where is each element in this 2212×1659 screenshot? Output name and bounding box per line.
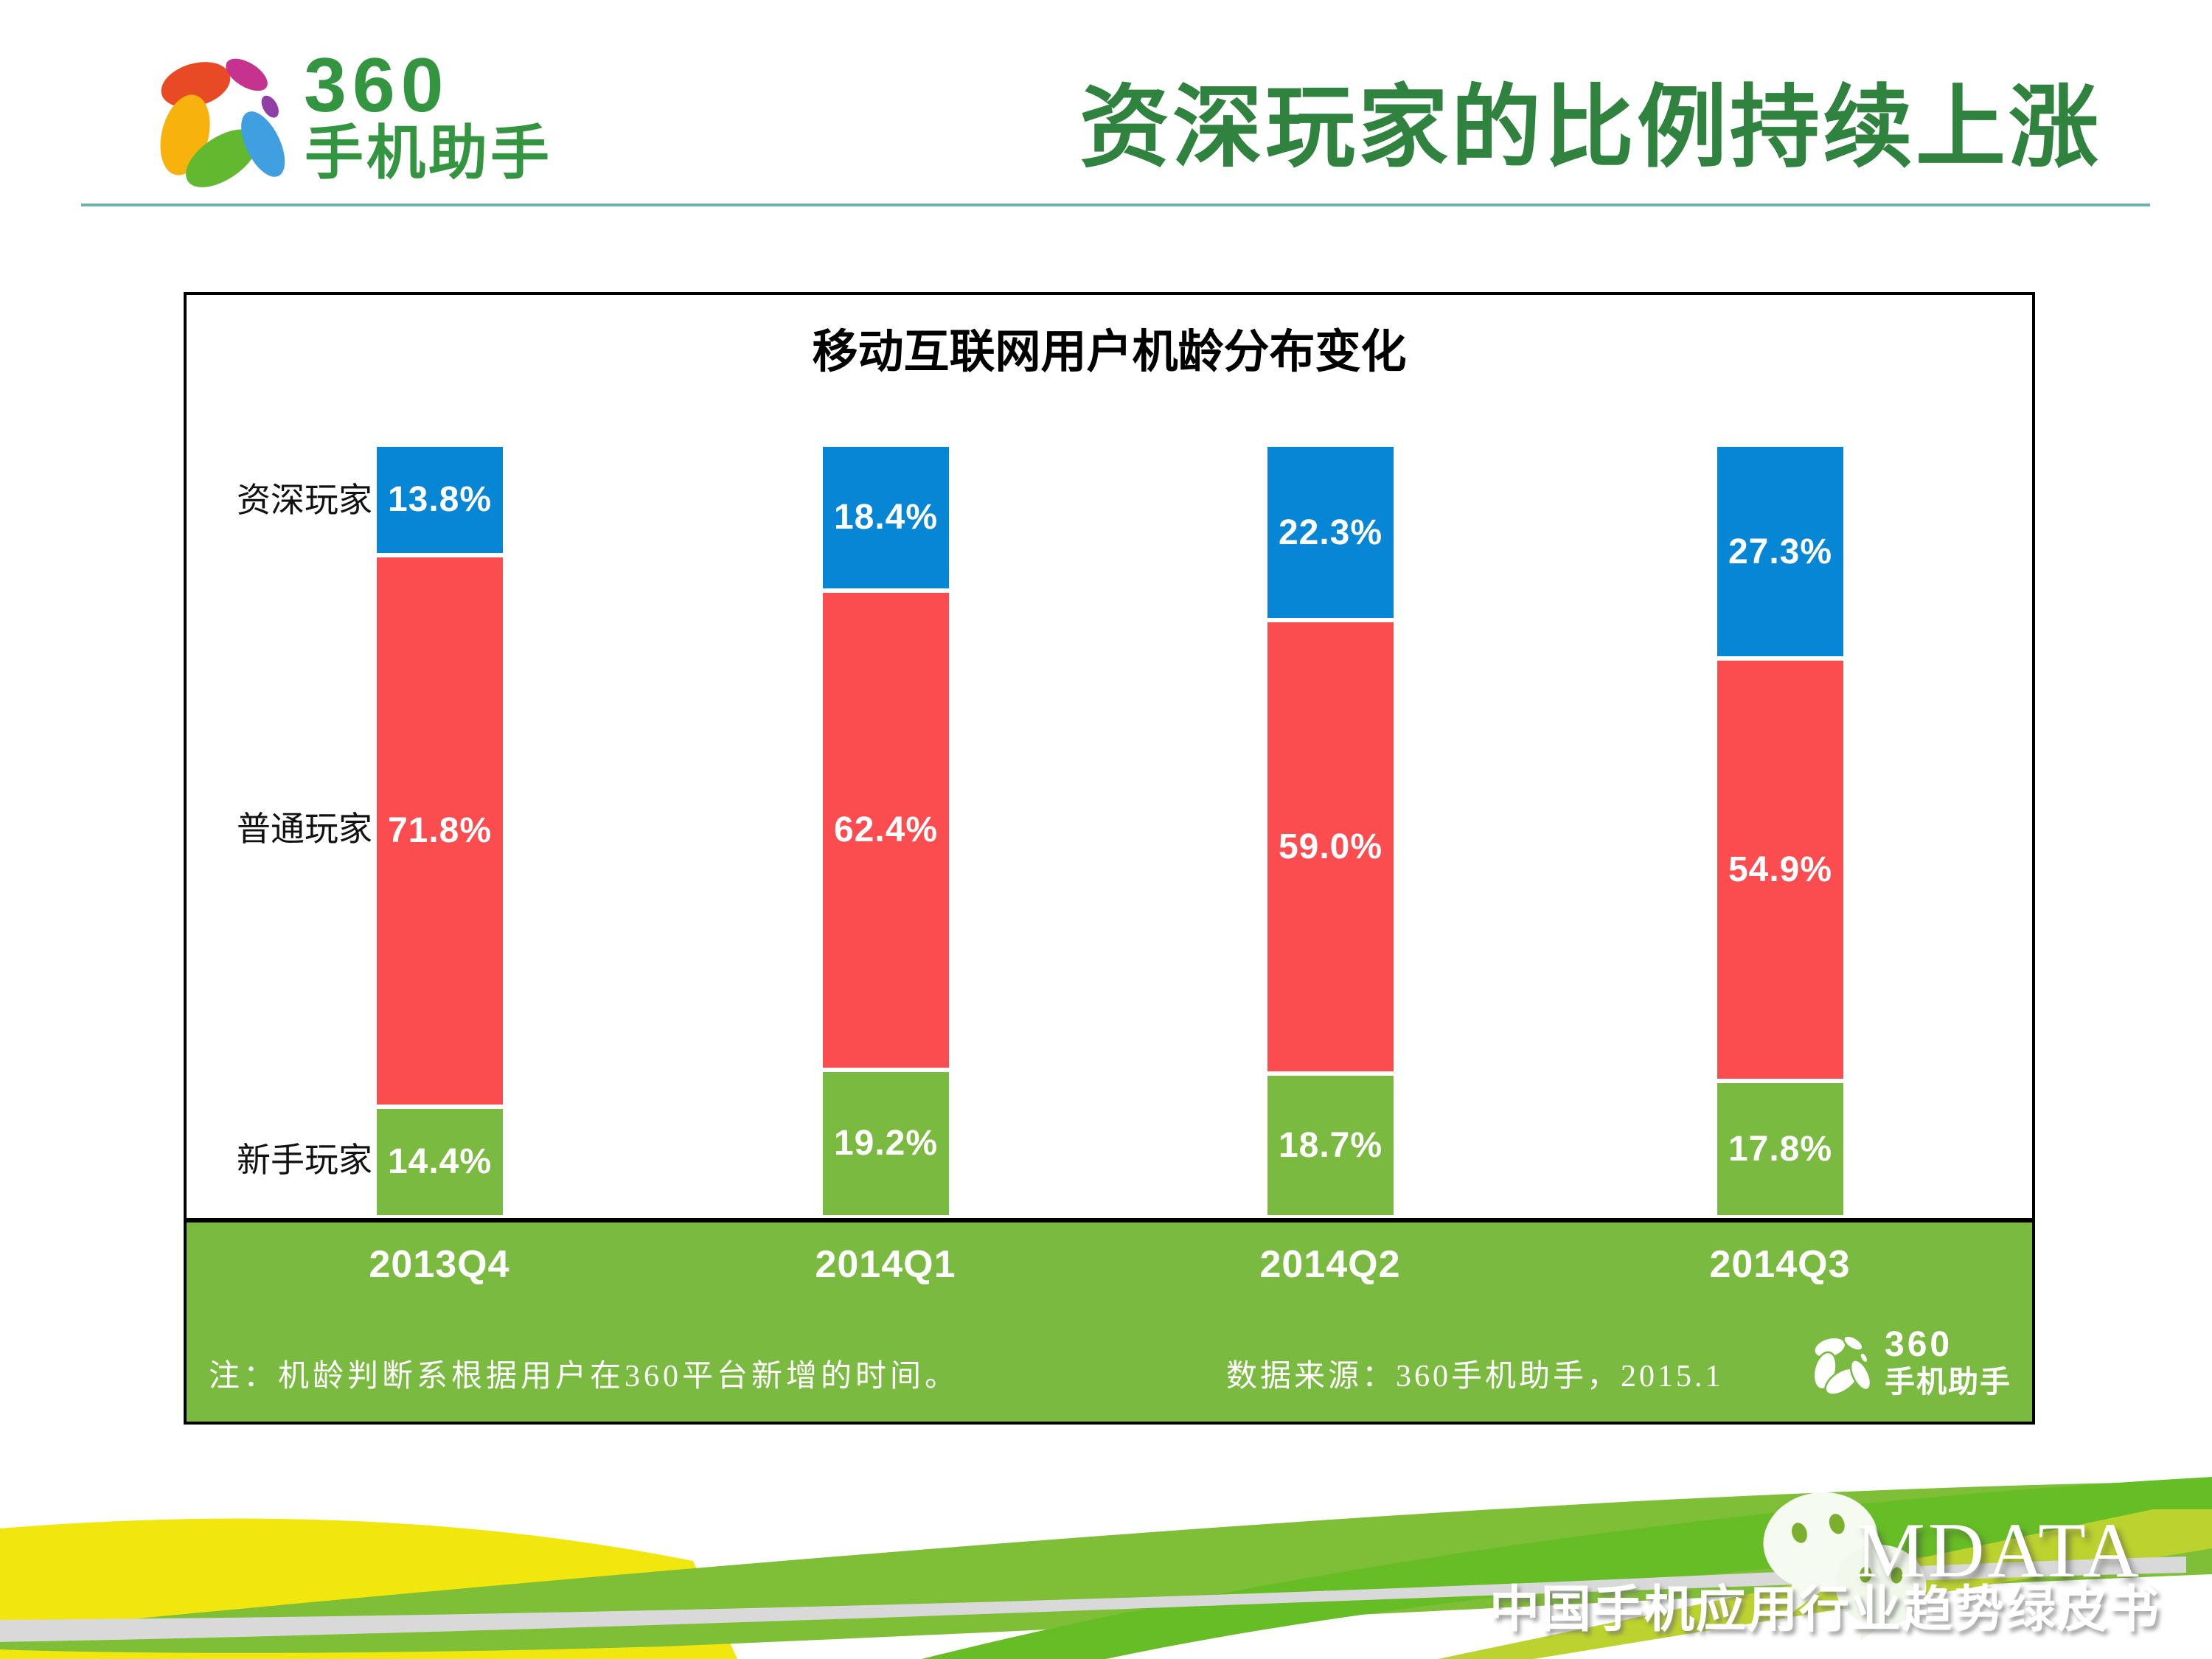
value-label: 19.2% (833, 1124, 939, 1164)
series-label-普通玩家: 普通玩家 (237, 809, 372, 848)
segment-2013Q4-新手玩家: 14.4% (377, 1104, 503, 1215)
brand-name: 手机助手 (305, 120, 552, 186)
segment-2014Q2-普通玩家: 59.0% (1267, 618, 1394, 1072)
360-pinwheel-white-icon (1812, 1334, 1872, 1396)
mdata-wordmark: MDATA (1855, 1507, 2142, 1593)
value-label: 27.3% (1728, 532, 1833, 571)
segment-2014Q1-普通玩家: 62.4% (823, 588, 949, 1068)
series-label-资深玩家: 资深玩家 (237, 480, 372, 519)
stacked-bar-2013Q4: 13.8% 71.8% 14.4% (377, 447, 503, 1215)
banner-subtitle: 中国手机应用行业趋势绿皮书 (1489, 1582, 2160, 1638)
value-label: 62.4% (833, 810, 939, 850)
360-pinwheel-icon (160, 58, 285, 187)
chart-panel: 移动互联网用户机龄分布变化 注：机龄判断系根据用户在360平台新增的时间。 数据… (184, 292, 2035, 1425)
segment-2014Q1-新手玩家: 19.2% (823, 1067, 949, 1215)
stacked-bar-2014Q3: 27.3% 54.9% 17.8% (1717, 447, 1843, 1215)
footer-brand: 360 手机助手 (1809, 1327, 2011, 1397)
x-axis-label-2014Q3: 2014Q3 (1709, 1243, 1851, 1286)
value-label: 22.3% (1278, 512, 1383, 552)
segment-2014Q2-资深玩家: 22.3% (1267, 447, 1394, 619)
segment-2014Q2-新手玩家: 18.7% (1267, 1071, 1394, 1215)
x-axis-band (187, 1218, 2032, 1422)
page-title: 资深玩家的比例持续上涨 (1079, 77, 2101, 178)
x-axis-label-2013Q4: 2013Q4 (369, 1243, 510, 1286)
series-label-新手玩家: 新手玩家 (237, 1140, 372, 1179)
wechat-bubbles-icon (1763, 1492, 1927, 1641)
segment-2014Q3-普通玩家: 54.9% (1717, 656, 1843, 1079)
footer-brand-name: 手机助手 (1885, 1365, 2011, 1399)
value-label: 54.9% (1728, 849, 1833, 889)
brand-number: 360 (304, 43, 450, 128)
value-label: 18.7% (1278, 1126, 1383, 1166)
segment-2014Q1-资深玩家: 18.4% (823, 447, 949, 588)
stacked-bar-2014Q1: 18.4% 62.4% 19.2% (823, 447, 949, 1215)
value-label: 18.4% (833, 498, 939, 538)
footnote: 注：机龄判断系根据用户在360平台新增的时间。 (209, 1360, 960, 1394)
chart-title: 移动互联网用户机龄分布变化 (812, 327, 1407, 378)
footer-brand-text: 360 手机助手 (1885, 1327, 2011, 1397)
x-axis-label-2014Q2: 2014Q2 (1259, 1243, 1401, 1286)
value-label: 14.4% (387, 1142, 493, 1182)
segment-2014Q3-新手玩家: 17.8% (1717, 1078, 1843, 1215)
stacked-bar-2014Q2: 22.3% 59.0% 18.7% (1267, 447, 1394, 1215)
header-divider (81, 204, 2150, 206)
footer-brand-number: 360 (1885, 1325, 1953, 1364)
value-label: 71.8% (387, 811, 493, 851)
x-axis-label-2014Q1: 2014Q1 (815, 1243, 956, 1286)
segment-2014Q3-资深玩家: 27.3% (1717, 447, 1843, 657)
value-label: 13.8% (387, 480, 493, 520)
value-label: 17.8% (1728, 1129, 1833, 1169)
segment-2013Q4-普通玩家: 71.8% (377, 552, 503, 1105)
value-label: 59.0% (1278, 827, 1383, 867)
data-source: 数据来源：360手机助手，2015.1 (1226, 1360, 1724, 1394)
segment-2013Q4-资深玩家: 13.8% (377, 447, 503, 553)
